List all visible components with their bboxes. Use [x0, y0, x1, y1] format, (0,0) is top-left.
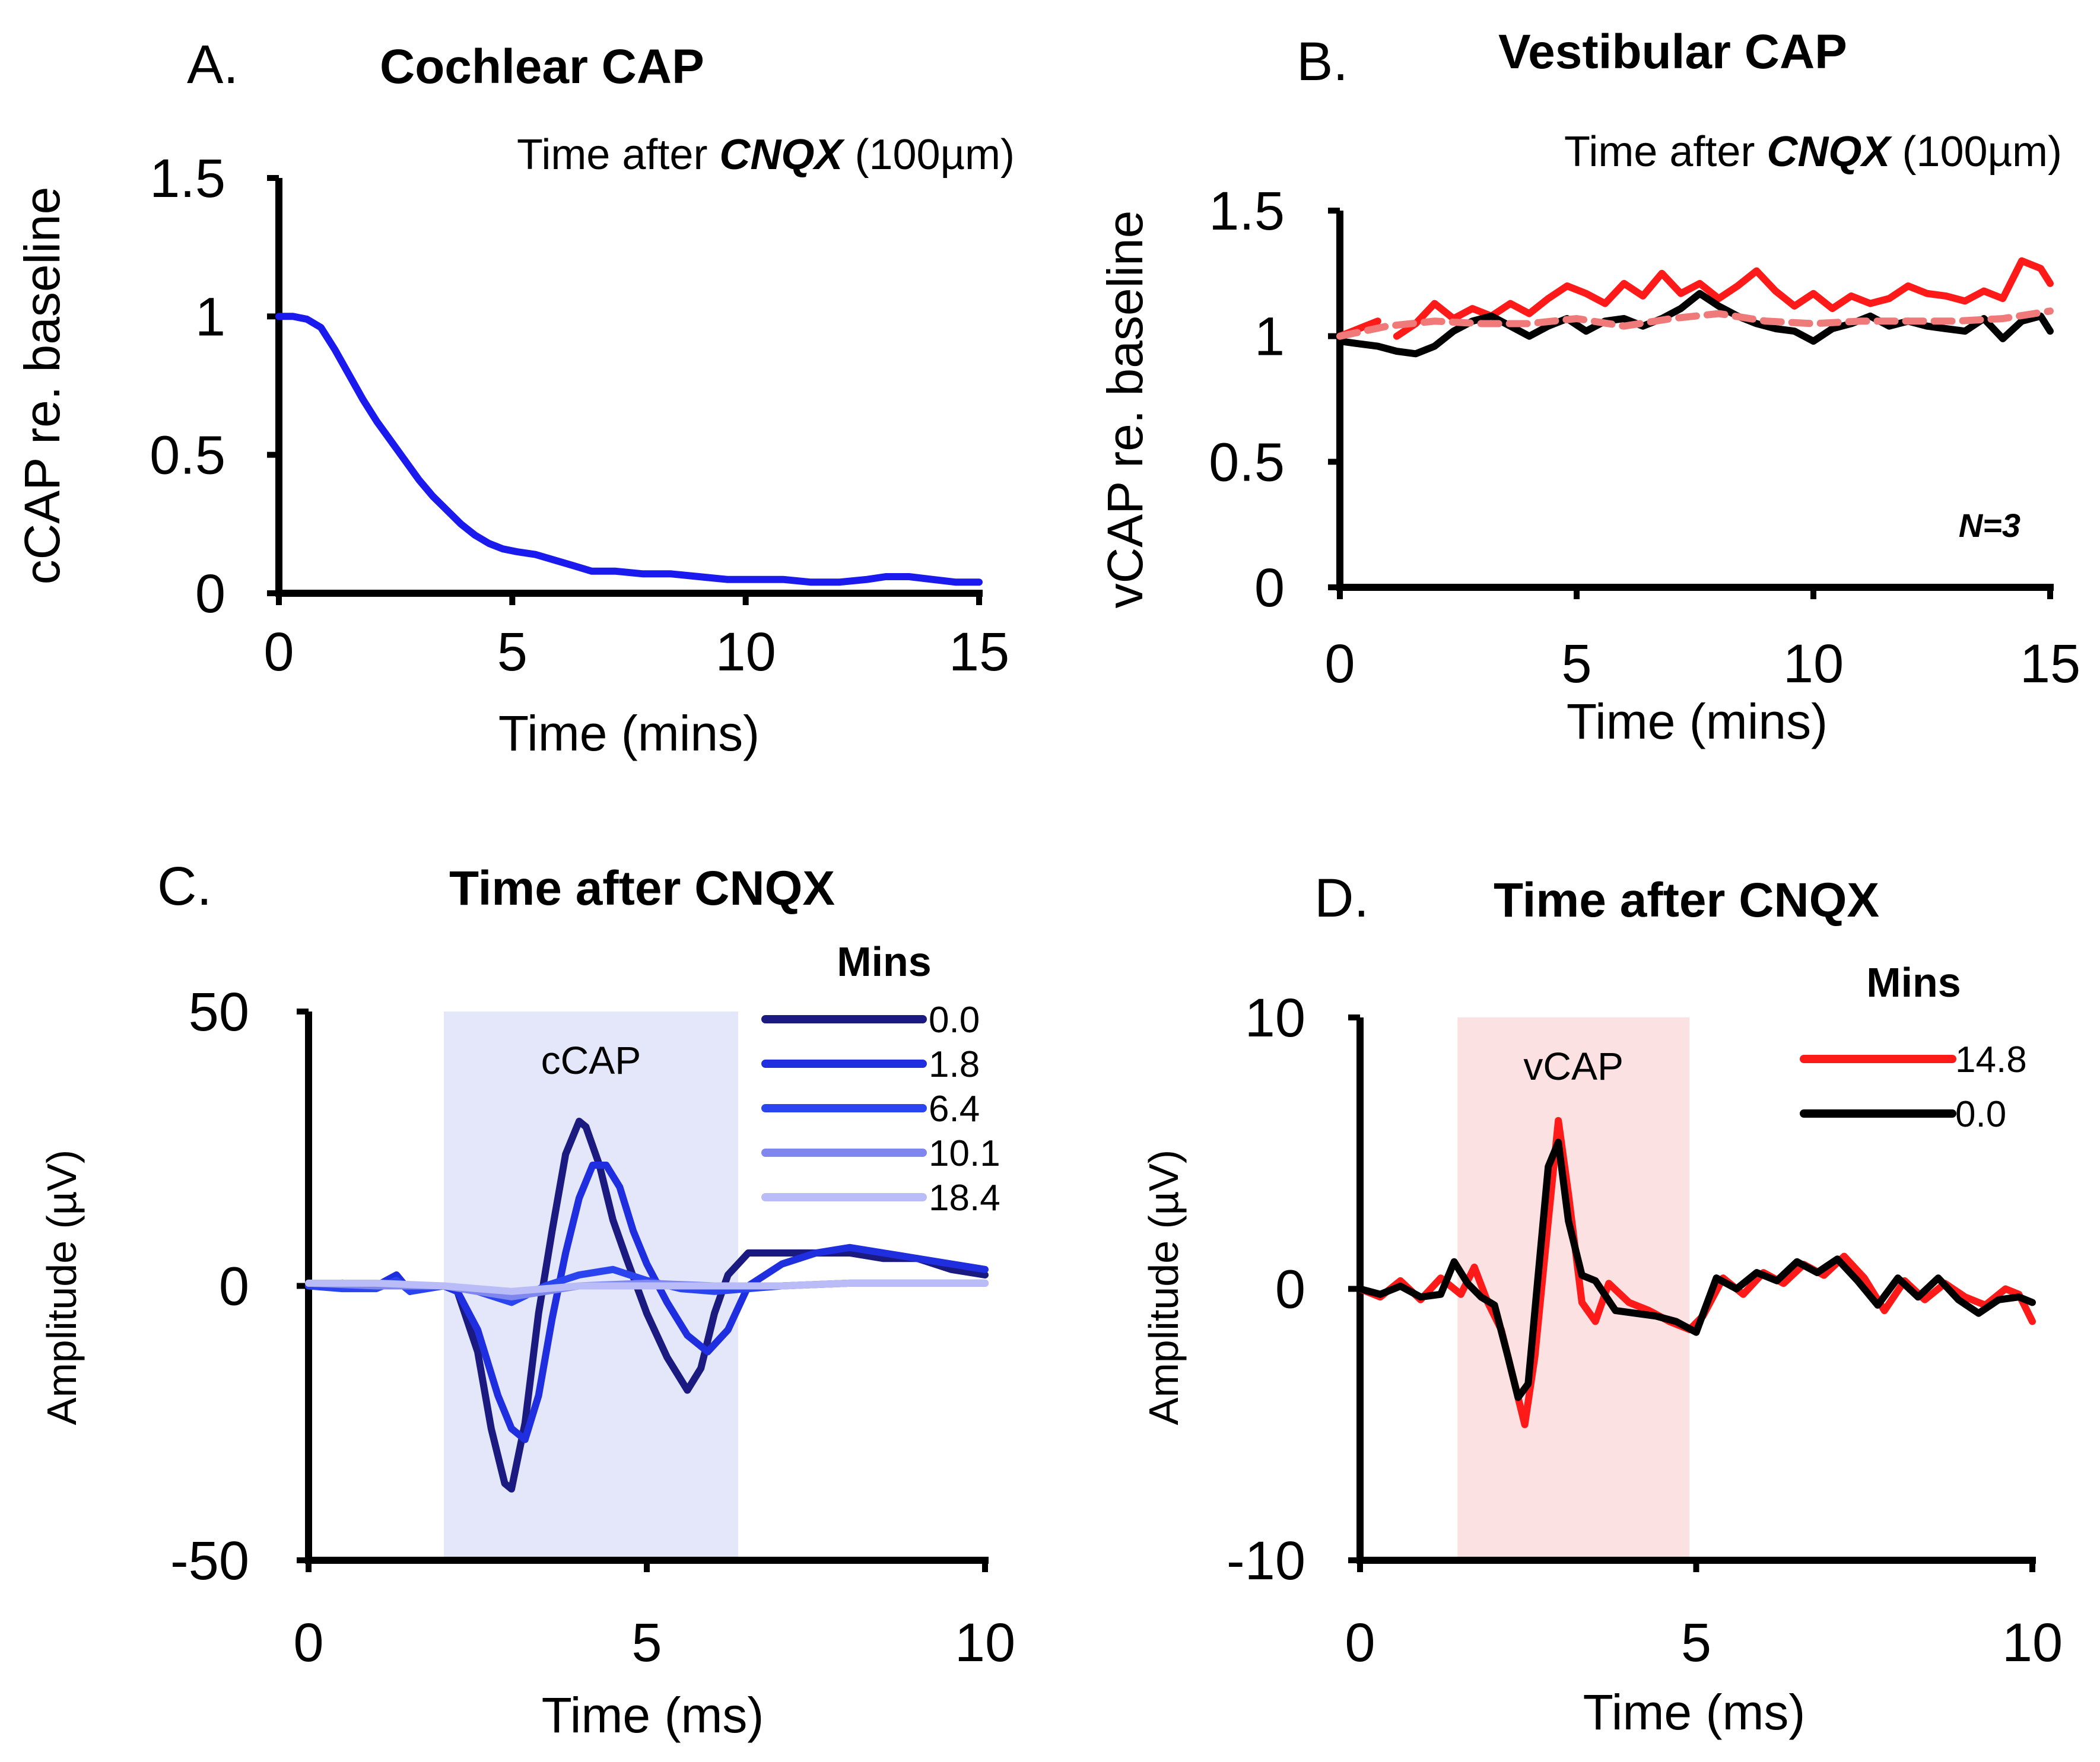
y-tick-label: 1: [195, 287, 225, 347]
y-tick-label: 1.5: [1209, 181, 1285, 241]
y-axis-label: vCAP re. baseline: [1097, 211, 1153, 609]
x-axis-label: Time (ms): [542, 1687, 764, 1743]
legend-label: 0.0: [1955, 1094, 2006, 1135]
y-tick-label: 1.5: [150, 148, 225, 209]
legend: Mins 14.8 0.0: [1800, 959, 2027, 1135]
plot-area: 0 5 10 15 0 0.5 1 1.5 Time (mins) cCAP re. baseli…: [14, 148, 1009, 761]
panel-d: D. Time after CNQX vCAP 0 5 10 -10 0 10 Time (m…: [1140, 868, 2063, 1740]
y-tick-label: 0: [195, 564, 225, 624]
x-tick-label: 5: [631, 1612, 662, 1673]
x-tick-label: 10: [2002, 1612, 2063, 1673]
plot-area: vCAP 0 5 10 -10 0 10 Time (ms) Amplitude (µV) Min…: [1140, 959, 2063, 1740]
legend-label: 18.4: [929, 1178, 1000, 1219]
x-tick-label: 10: [715, 622, 776, 682]
panel-subtitle: Time after CNQX (100µm): [517, 131, 1015, 179]
x-tick-label: 15: [2020, 634, 2080, 694]
y-axis-label: Amplitude (µV): [39, 1150, 85, 1425]
legend-title: Mins: [1866, 959, 1961, 1006]
subtitle-prefix: Time after: [517, 131, 719, 179]
panel-b: B. Vestibular CAP Time after CNQX (100µm…: [1097, 25, 2080, 749]
plot-area: 0 5 10 15 0 0.5 1 1.5 Time (mins) vCAP re. baseli…: [1097, 181, 2080, 749]
shaded-region-label: vCAP: [1523, 1044, 1624, 1088]
shaded-region: [1457, 1017, 1690, 1560]
series-line-0-0: [1356, 1138, 2036, 1401]
panel-title: Time after CNQX: [449, 861, 835, 915]
x-tick-label: 10: [955, 1612, 1015, 1673]
legend-label: 1.8: [929, 1044, 980, 1085]
y-tick-label: 1: [1254, 307, 1285, 367]
panel-a: A. Cochlear CAP Time after CNQX (100µm) …: [14, 34, 1015, 761]
legend: Mins 0.01.86.410.118.4: [761, 939, 1000, 1219]
legend-label: 6.4: [929, 1089, 980, 1130]
y-tick-label: 0.5: [1209, 432, 1285, 492]
x-axis-label: Time (mins): [498, 705, 760, 761]
x-tick-label: 5: [1681, 1612, 1711, 1673]
subtitle-suffix: (100µm): [843, 131, 1015, 179]
x-tick-label: 0: [1324, 634, 1355, 694]
plot-area: cCAP 0 5 10 -50 0 50 Time (ms) Amplitude (µV) Min…: [39, 939, 1015, 1743]
series-line-18-4: [305, 1279, 989, 1295]
shaded-region-label: cCAP: [541, 1038, 641, 1082]
x-tick-label: 15: [949, 622, 1009, 682]
y-tick-label: 0: [219, 1257, 249, 1317]
subtitle-suffix: (100µm): [1890, 128, 2062, 176]
y-axis-label: cCAP re. baseline: [14, 187, 70, 585]
panel-title: Time after CNQX: [1494, 873, 1879, 927]
subtitle-drug: CNQX: [1767, 128, 1892, 176]
series-line-pink-dashed: [1336, 307, 2054, 340]
x-tick-label: 5: [497, 622, 528, 682]
y-tick-label: -10: [1227, 1531, 1305, 1591]
x-tick-label: 0: [1345, 1612, 1375, 1673]
series-line-black: [1336, 290, 2054, 358]
legend-label: 10.1: [929, 1133, 1000, 1174]
legend-label: 0.0: [929, 1000, 980, 1041]
y-tick-label: -50: [170, 1531, 249, 1591]
y-tick-label: 0: [1275, 1260, 1305, 1320]
n-annotation: N=3: [1959, 507, 2020, 544]
x-axis-label: Time (mins): [1567, 694, 1828, 749]
panel-letter: C.: [157, 856, 212, 917]
panel-subtitle: Time after CNQX (100µm): [1564, 128, 2062, 176]
legend-title: Mins: [837, 939, 931, 985]
panel-letter: D.: [1314, 868, 1369, 928]
subtitle-prefix: Time after: [1564, 128, 1767, 176]
series-line-ccap: [275, 313, 983, 586]
legend-label: 14.8: [1955, 1039, 2027, 1080]
panel-title: Cochlear CAP: [380, 40, 704, 94]
panel-letter: B.: [1297, 31, 1348, 92]
y-tick-label: 0.5: [150, 425, 225, 486]
y-axis-label: Amplitude (µV): [1140, 1150, 1187, 1425]
panel-letter: A.: [187, 34, 239, 95]
x-tick-label: 5: [1561, 634, 1591, 694]
y-tick-label: 50: [189, 982, 249, 1042]
panel-title: Vestibular CAP: [1498, 25, 1847, 79]
y-tick-label: 0: [1254, 558, 1285, 618]
y-tick-label: 10: [1245, 988, 1305, 1048]
x-tick-label: 0: [263, 622, 294, 682]
panel-c: C. Time after CNQX cCAP 0 5 10 -50 0 50 Time (m…: [39, 856, 1015, 1743]
x-tick-label: 0: [293, 1612, 323, 1673]
subtitle-drug: CNQX: [719, 131, 845, 179]
x-axis-label: Time (ms): [1583, 1684, 1806, 1740]
x-tick-label: 10: [1783, 634, 1844, 694]
